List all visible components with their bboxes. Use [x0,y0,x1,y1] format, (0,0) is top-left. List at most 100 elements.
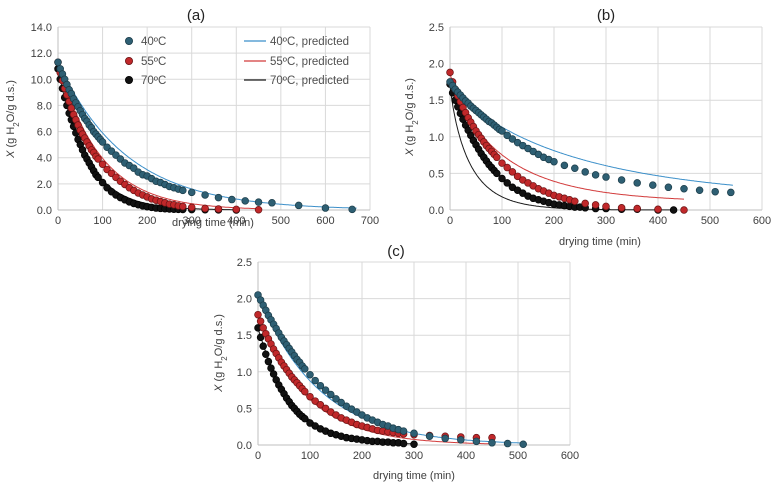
panel-a-xlabel: drying time (min) [172,217,254,229]
y-tick-label: 2.0 [237,294,252,306]
x-tick-label: 300 [183,215,201,227]
data-point [550,157,558,166]
data-point [503,179,511,187]
panel-c-tick-labels: 0 100 200 300 400 500 600 0.0 0.5 1.0 1.5 2.0 2.5 [237,257,579,462]
data-point [262,350,270,358]
legend-label-55c: 55ºC [141,56,166,68]
y-tick-label: 1.5 [429,95,444,107]
data-point [201,191,209,199]
data-point [98,178,107,187]
y-tick-label: 10.0 [31,74,52,86]
data-point [410,429,418,438]
x-tick-label: 0 [447,215,453,227]
legend-marker-55c [125,57,134,66]
data-point [472,437,481,446]
data-point [94,155,102,163]
panel-a-gridlines [57,26,371,211]
data-point [508,168,517,176]
y-tick-label: 0.5 [237,403,252,415]
data-point [503,131,511,140]
predicted-line [257,294,524,444]
data-point [268,199,276,207]
predicted-line [449,72,684,200]
data-point [327,390,335,399]
y-tick-label: 1.5 [237,330,252,342]
data-point [301,387,309,396]
y-tick-label: 0.5 [429,168,444,180]
y-tick-label: 6.0 [37,127,52,139]
y-tick-label: 2.5 [429,22,444,34]
legend: 40ºC 55ºC 70ºC 40ºC, predicted 55ºC, pre… [125,36,349,87]
data-point [98,160,107,169]
data-point [680,206,688,214]
panel-b-title: (b) [597,7,615,24]
x-tick-label: 400 [227,215,245,227]
panel-c-data-points [254,291,527,449]
y-tick-label: 4.0 [37,153,52,165]
panel-c-title: (c) [387,243,405,260]
y-tick-label: 0.0 [37,205,52,217]
data-point [264,357,273,366]
data-point [214,193,223,202]
data-point [581,168,589,176]
data-point [602,173,610,181]
data-point [695,186,704,194]
panel-a-title: (a) [187,7,205,24]
data-point [513,172,522,181]
data-point [301,365,309,373]
data-point [332,395,340,403]
panel-a-tick-labels: 0 100 200 300 400 500 600 700 0.0 2.0 4.0 6.0 8.0 10.… [31,22,380,227]
x-tick-label: 400 [457,450,475,462]
data-point [498,127,506,135]
data-point [560,161,569,170]
x-tick-label: 0 [255,450,261,462]
x-tick-label: 100 [93,215,111,227]
x-tick-label: 600 [561,450,579,462]
data-point [457,436,465,444]
data-point [571,164,579,173]
x-tick-label: 200 [138,215,156,227]
legend-label-40c-predicted: 40ºC, predicted [270,36,349,48]
panel-c-gridlines [257,261,571,446]
legend-label-70c-predicted: 70ºC, predicted [270,75,349,87]
legend-marker-70c [125,76,134,85]
data-point [241,197,249,205]
data-point [306,392,314,401]
data-point [441,434,449,443]
data-point [256,333,265,342]
panel-c-predicted-lines [257,294,524,445]
x-tick-label: 300 [405,450,423,462]
data-point [348,205,356,214]
panel-b: (b) 0 100 200 300 400 500 600 0.0 0.5 1.0 1.5 2.0 2.… [404,7,771,248]
data-point [711,187,719,196]
data-point [316,381,325,390]
y-tick-label: 1.0 [237,367,252,379]
data-point [581,199,589,208]
y-tick-label: 2.0 [37,179,52,191]
data-point [214,205,223,213]
data-point [680,185,688,193]
data-point [201,204,209,213]
x-tick-label: 100 [301,450,319,462]
panel-a: (a) 0 100 200 300 400 500 600 700 0.0 2.0 4.0 6.0 8.… [5,7,379,229]
y-tick-label: 2.5 [237,257,252,269]
data-point [179,186,187,195]
data-point [488,439,496,447]
data-point [399,439,408,448]
x-tick-label: 200 [353,450,371,462]
data-point [654,205,662,214]
x-tick-label: 100 [493,215,511,227]
panel-b-predicted-lines [449,72,733,211]
data-point [94,173,102,182]
y-tick-label: 1.0 [429,132,444,144]
data-point [254,310,262,319]
data-point [664,183,673,192]
data-point [508,135,517,143]
data-point [306,370,314,379]
panel-b-tick-labels: 0 100 200 300 400 500 600 0.0 0.5 1.0 1.5 2.0 2.5 [429,22,771,227]
data-point [493,169,501,178]
data-point [617,176,626,184]
x-tick-label: 500 [509,450,527,462]
data-point [498,174,506,183]
